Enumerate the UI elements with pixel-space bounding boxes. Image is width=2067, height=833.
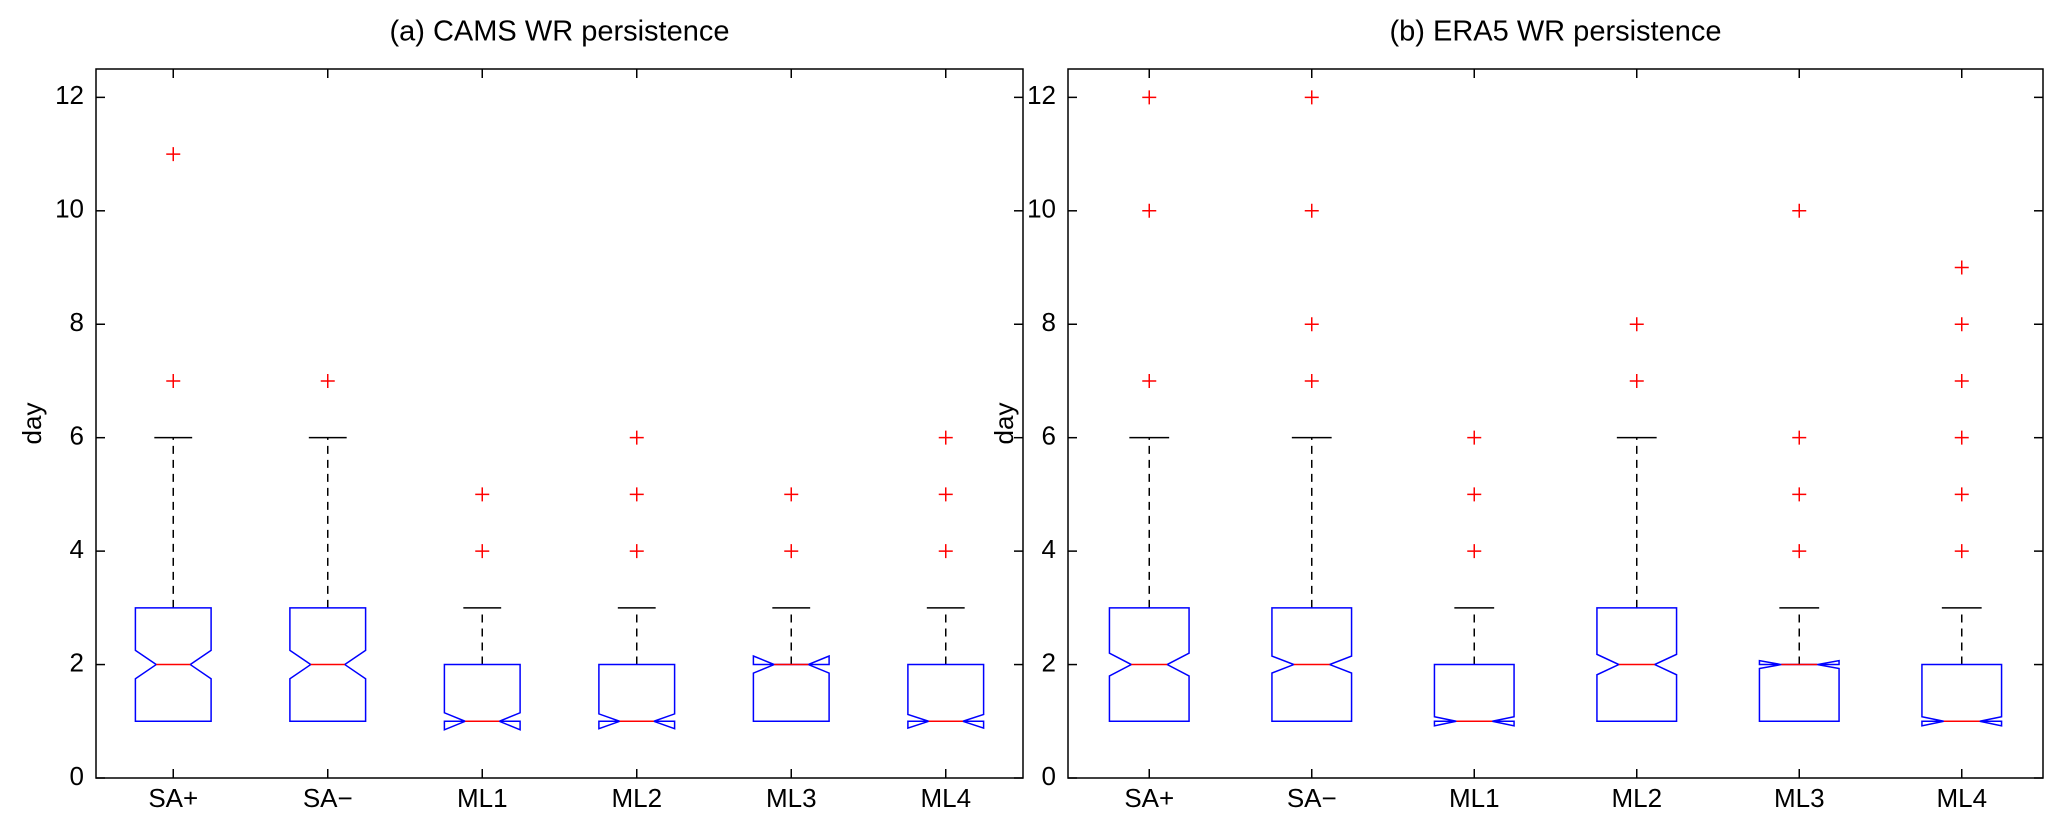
outlier [1629,373,1644,388]
y-tick-label: 10 [55,194,84,224]
outlier [166,147,181,162]
outlier [629,487,644,502]
outlier [1304,317,1319,332]
y-axis-label: day [17,403,47,445]
outlier [1467,544,1482,559]
y-tick-label: 8 [70,307,84,337]
outlier [1954,544,1969,559]
outlier [1304,203,1319,218]
outlier [938,544,953,559]
box [1108,607,1190,723]
outlier [1142,373,1157,388]
y-tick-label: 12 [1027,80,1056,110]
outlier [1304,90,1319,105]
outlier [938,487,953,502]
outlier [1792,203,1807,218]
outlier [1954,487,1969,502]
y-tick-label: 10 [1027,194,1056,224]
y-tick-label: 0 [70,761,84,791]
outlier [784,487,799,502]
outlier [1792,430,1807,445]
box [1921,663,2003,727]
outlier [1954,430,1969,445]
outlier [1792,544,1807,559]
x-tick-label: ML2 [1611,783,1662,813]
outlier [629,430,644,445]
x-tick-label: SA− [303,783,353,813]
box [134,607,212,723]
box [752,654,830,723]
x-tick-label: ML2 [611,783,662,813]
x-tick-label: SA− [1287,783,1337,813]
chart-title: (a) CAMS WR persistence [389,16,729,48]
x-tick-label: ML4 [1936,783,1987,813]
y-tick-label: 6 [70,421,84,451]
outlier [1629,317,1644,332]
y-tick-label: 4 [70,534,84,564]
y-tick-label: 0 [1042,761,1056,791]
outlier [1954,373,1969,388]
axes-frame [95,68,1024,779]
chart-title: (b) ERA5 WR persistence [1390,16,1722,48]
axes-frame [1067,68,2044,779]
x-tick-label: SA+ [148,783,198,813]
box [1758,659,1840,723]
box [289,607,367,723]
box [598,663,676,730]
outlier [629,544,644,559]
outlier [475,544,490,559]
x-tick-label: ML3 [766,783,817,813]
x-tick-label: ML1 [1449,783,1500,813]
outlier [1142,203,1157,218]
outlier [1304,373,1319,388]
y-tick-label: 6 [1042,421,1056,451]
outlier [1467,487,1482,502]
y-tick-label: 2 [70,647,84,677]
box [1433,663,1515,727]
box [1271,607,1353,723]
outlier [320,373,335,388]
box [443,663,521,731]
outlier [166,373,181,388]
y-tick-label: 4 [1042,534,1056,564]
outlier [1792,487,1807,502]
y-tick-label: 2 [1042,647,1056,677]
outlier [1142,90,1157,105]
outlier [1954,317,1969,332]
outlier [784,544,799,559]
outlier [1467,430,1482,445]
box [907,663,985,730]
y-tick-label: 8 [1042,307,1056,337]
box [1596,607,1678,723]
y-axis-label: day [989,403,1019,445]
x-tick-label: ML1 [457,783,508,813]
y-tick-label: 12 [55,80,84,110]
outlier [475,487,490,502]
outlier [938,430,953,445]
outlier [1954,260,1969,275]
x-tick-label: ML4 [920,783,971,813]
x-tick-label: SA+ [1124,783,1174,813]
x-tick-label: ML3 [1774,783,1825,813]
